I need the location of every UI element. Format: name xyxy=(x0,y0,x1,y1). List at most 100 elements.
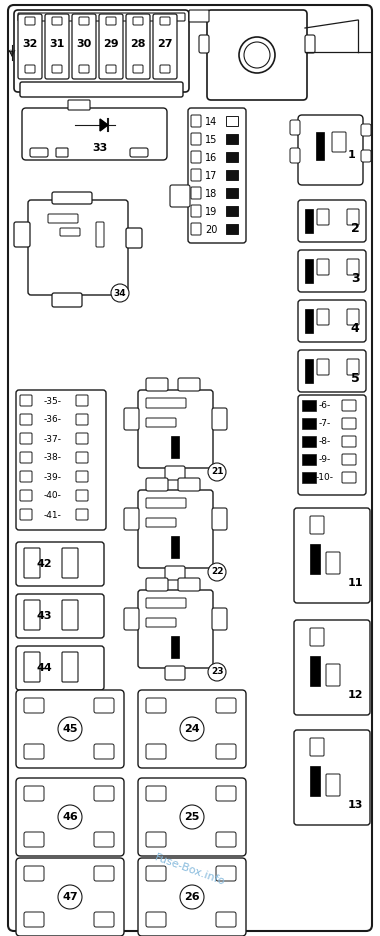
Text: 30: 30 xyxy=(76,39,92,49)
FancyBboxPatch shape xyxy=(25,17,35,25)
Text: -8-: -8- xyxy=(319,437,331,446)
Text: -35-: -35- xyxy=(44,397,62,405)
Bar xyxy=(305,259,313,283)
FancyBboxPatch shape xyxy=(347,259,359,275)
FancyBboxPatch shape xyxy=(310,628,324,646)
FancyBboxPatch shape xyxy=(76,433,88,444)
Circle shape xyxy=(244,42,270,68)
FancyBboxPatch shape xyxy=(79,17,89,25)
FancyBboxPatch shape xyxy=(138,590,213,668)
FancyBboxPatch shape xyxy=(124,608,139,630)
Text: 15: 15 xyxy=(205,135,217,145)
Bar xyxy=(226,206,238,216)
FancyBboxPatch shape xyxy=(124,408,139,430)
FancyBboxPatch shape xyxy=(72,14,96,79)
FancyBboxPatch shape xyxy=(199,35,209,53)
FancyBboxPatch shape xyxy=(146,578,168,591)
FancyBboxPatch shape xyxy=(25,65,35,73)
Text: 2: 2 xyxy=(351,222,359,235)
FancyBboxPatch shape xyxy=(326,774,340,796)
Text: 46: 46 xyxy=(62,812,78,822)
FancyBboxPatch shape xyxy=(290,120,300,135)
FancyBboxPatch shape xyxy=(216,786,236,801)
FancyBboxPatch shape xyxy=(20,82,183,97)
FancyBboxPatch shape xyxy=(146,398,186,408)
FancyBboxPatch shape xyxy=(94,866,114,881)
Bar xyxy=(310,544,320,574)
FancyBboxPatch shape xyxy=(24,698,44,713)
Text: 21: 21 xyxy=(211,467,223,476)
FancyBboxPatch shape xyxy=(133,17,143,25)
FancyBboxPatch shape xyxy=(189,10,209,22)
FancyBboxPatch shape xyxy=(342,418,356,429)
FancyBboxPatch shape xyxy=(332,132,346,152)
FancyBboxPatch shape xyxy=(138,690,246,768)
Bar xyxy=(226,152,238,162)
FancyBboxPatch shape xyxy=(347,359,359,375)
FancyBboxPatch shape xyxy=(76,509,88,520)
FancyBboxPatch shape xyxy=(94,786,114,801)
FancyBboxPatch shape xyxy=(106,17,116,25)
FancyBboxPatch shape xyxy=(146,832,166,847)
FancyBboxPatch shape xyxy=(212,508,227,530)
Text: 13: 13 xyxy=(347,800,363,810)
FancyBboxPatch shape xyxy=(361,150,371,162)
Text: 4: 4 xyxy=(351,321,359,334)
FancyBboxPatch shape xyxy=(342,472,356,483)
FancyBboxPatch shape xyxy=(52,293,82,307)
FancyBboxPatch shape xyxy=(146,478,168,491)
Bar xyxy=(302,436,316,447)
FancyBboxPatch shape xyxy=(16,690,124,768)
Text: 14: 14 xyxy=(205,117,217,127)
Text: Fuse-Box.info: Fuse-Box.info xyxy=(154,853,226,887)
FancyBboxPatch shape xyxy=(317,259,329,275)
FancyBboxPatch shape xyxy=(138,778,246,856)
FancyBboxPatch shape xyxy=(16,778,124,856)
Text: -41-: -41- xyxy=(44,510,62,519)
Circle shape xyxy=(239,37,275,73)
Text: -40-: -40- xyxy=(44,491,62,501)
FancyBboxPatch shape xyxy=(56,148,68,157)
FancyBboxPatch shape xyxy=(191,115,201,127)
FancyBboxPatch shape xyxy=(317,209,329,225)
FancyBboxPatch shape xyxy=(165,466,185,480)
FancyBboxPatch shape xyxy=(52,65,62,73)
Text: 23: 23 xyxy=(211,667,223,677)
Text: 18: 18 xyxy=(205,189,217,199)
FancyBboxPatch shape xyxy=(20,433,32,444)
FancyBboxPatch shape xyxy=(191,187,201,199)
FancyBboxPatch shape xyxy=(24,912,44,927)
FancyBboxPatch shape xyxy=(326,664,340,686)
Circle shape xyxy=(58,885,82,909)
Text: 3: 3 xyxy=(351,271,359,285)
Polygon shape xyxy=(100,119,108,131)
FancyBboxPatch shape xyxy=(68,100,90,110)
FancyBboxPatch shape xyxy=(60,228,80,236)
Text: 20: 20 xyxy=(205,225,217,235)
Text: -36-: -36- xyxy=(44,416,62,425)
FancyBboxPatch shape xyxy=(298,350,366,392)
FancyBboxPatch shape xyxy=(317,309,329,325)
FancyBboxPatch shape xyxy=(138,390,213,468)
FancyBboxPatch shape xyxy=(24,548,40,578)
Text: 17: 17 xyxy=(205,171,217,181)
Text: 34: 34 xyxy=(114,288,126,298)
Circle shape xyxy=(208,463,226,481)
FancyBboxPatch shape xyxy=(146,378,168,391)
Circle shape xyxy=(180,805,204,829)
Text: 28: 28 xyxy=(130,39,146,49)
FancyBboxPatch shape xyxy=(298,200,366,242)
FancyBboxPatch shape xyxy=(216,832,236,847)
FancyBboxPatch shape xyxy=(76,414,88,425)
FancyBboxPatch shape xyxy=(79,65,89,73)
FancyBboxPatch shape xyxy=(160,65,170,73)
FancyBboxPatch shape xyxy=(326,552,340,574)
Text: -37-: -37- xyxy=(44,434,62,444)
Text: +: + xyxy=(7,49,13,55)
FancyBboxPatch shape xyxy=(126,228,142,248)
Text: -39-: -39- xyxy=(44,473,62,481)
FancyBboxPatch shape xyxy=(342,454,356,465)
FancyBboxPatch shape xyxy=(207,10,307,100)
FancyBboxPatch shape xyxy=(146,912,166,927)
FancyBboxPatch shape xyxy=(16,858,124,936)
